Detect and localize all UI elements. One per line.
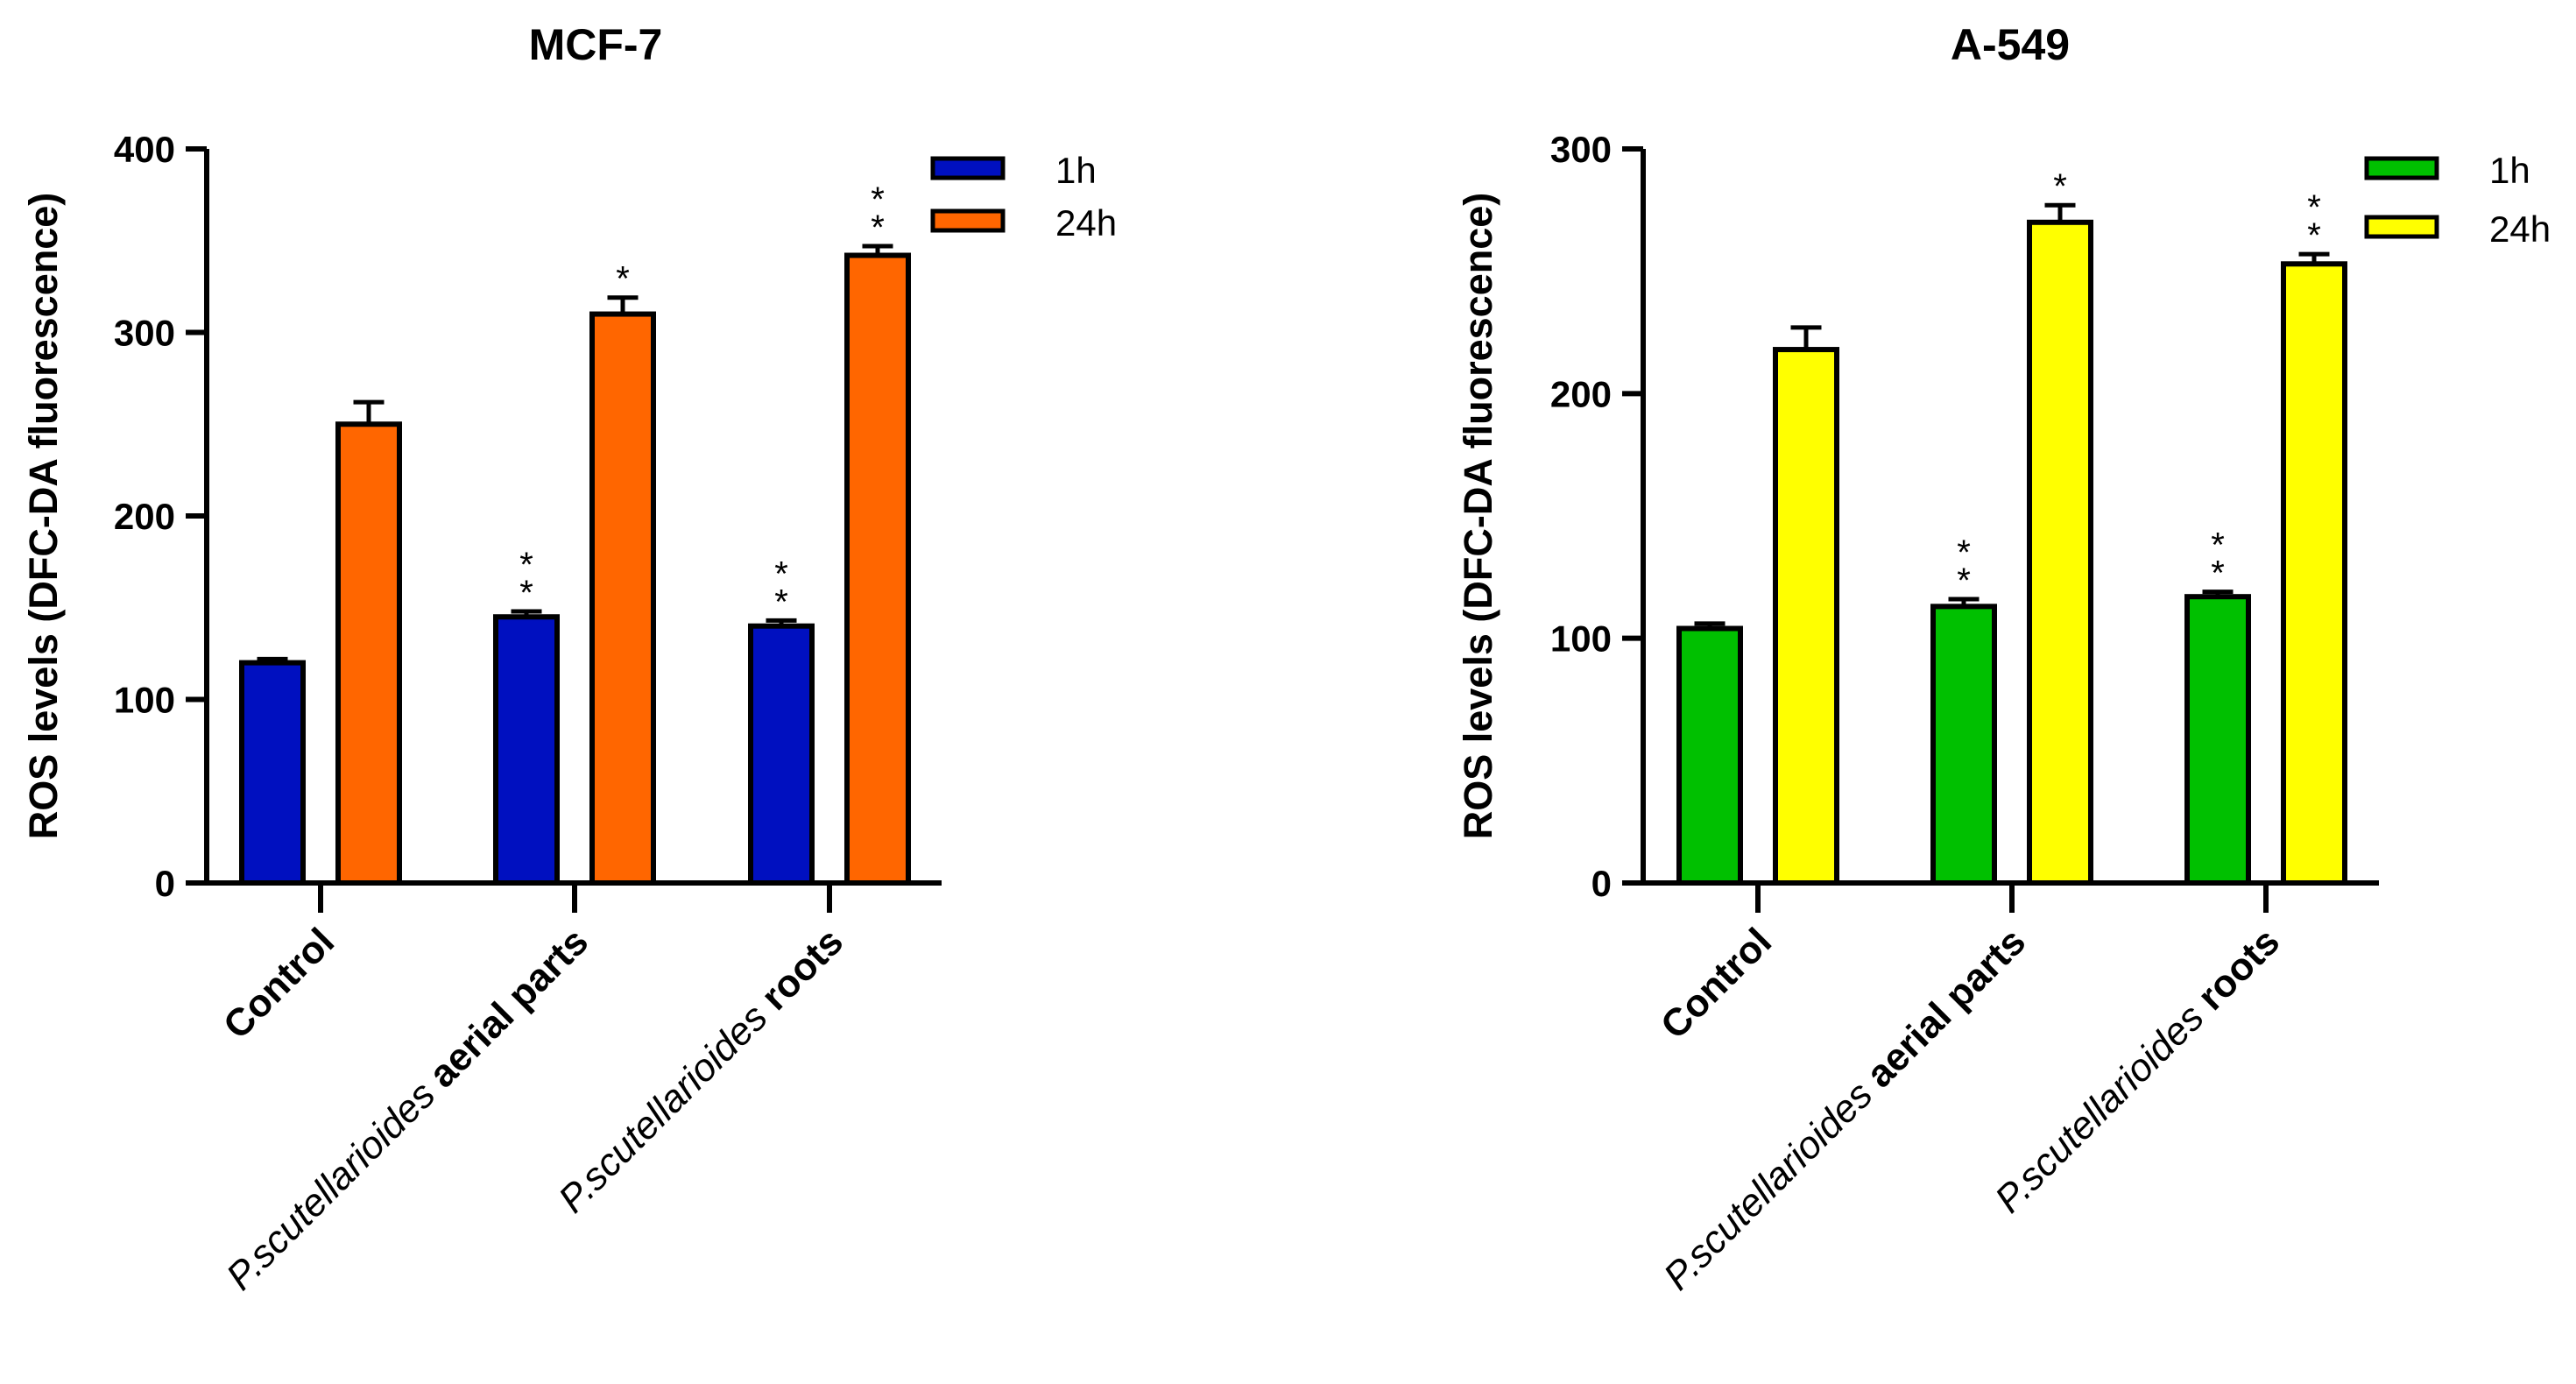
bar (1676, 625, 1743, 886)
legend-swatch (930, 156, 1006, 180)
significance-label: * (616, 260, 630, 299)
y-tick-label: 200 (114, 496, 175, 537)
significance-label: * * (774, 554, 788, 621)
category-label-bold: roots (753, 920, 851, 1018)
legend-swatch (930, 208, 1006, 233)
legend-swatch (2364, 156, 2439, 180)
y-axis-label: ROS levels (DFC-DA fluorescence) (1456, 193, 1500, 840)
significance-label: * * (519, 546, 533, 612)
significance-label: * * (871, 180, 885, 247)
bar (335, 421, 402, 886)
significance-star: * (2211, 526, 2225, 565)
bar (589, 311, 656, 886)
category-label-bold: aerial parts (420, 920, 596, 1096)
bar (2027, 219, 2093, 886)
chart-title: A-549 (1951, 20, 2070, 69)
category-label: P.scutellarioides roots (1987, 920, 2288, 1221)
category-label-prefix: P.scutellarioides (1655, 1065, 1888, 1298)
category-label-bold: aerial parts (1858, 920, 2034, 1096)
chart-title: MCF-7 (529, 20, 663, 69)
significance-star: * (2307, 188, 2321, 227)
bar (844, 252, 911, 886)
significance-label: * (2053, 167, 2067, 206)
significance-star: * (1957, 561, 1971, 600)
chart-mcf7: MCF-7 ROS levels (DFC-DA fluorescence) 0 10… (21, 20, 1117, 1298)
category-label-prefix: P.scutellarioides (1987, 988, 2220, 1221)
significance-star: * (2211, 554, 2225, 593)
bar (239, 660, 306, 886)
y-tick-label: 100 (114, 680, 175, 721)
y-tick-label: 400 (114, 129, 175, 170)
significance-label: * * (2211, 526, 2225, 593)
category-label-prefix: P.scutellarioides (550, 988, 783, 1221)
legend-label: 24h (2489, 208, 2551, 250)
legend-label: 24h (1055, 202, 1117, 244)
category-label-bold: Control (1653, 920, 1780, 1047)
bar (748, 623, 815, 886)
legend-label: 1h (1055, 150, 1097, 191)
legend-label: 1h (2489, 150, 2530, 191)
significance-star: * (871, 180, 885, 219)
y-tick-label: 200 (1550, 373, 1612, 414)
category-label-bold: roots (2190, 920, 2288, 1018)
significance-star: * (519, 546, 533, 584)
significance-star: * (774, 583, 788, 621)
bar (1930, 604, 1997, 886)
category-label: Control (215, 920, 342, 1047)
y-tick-label: 0 (1591, 863, 1612, 904)
category-label: P.scutellarioides roots (550, 920, 851, 1221)
y-axis-label: ROS levels (DFC-DA fluorescence) (21, 193, 66, 840)
category-label-bold: Control (215, 920, 342, 1047)
significance-star: * (519, 574, 533, 612)
significance-label: * * (2307, 188, 2321, 255)
y-tick-label: 0 (155, 863, 175, 904)
bar (2184, 594, 2251, 886)
y-tick-label: 100 (1550, 618, 1612, 660)
category-label-prefix: P.scutellarioides (218, 1065, 451, 1298)
significance-label: * * (1957, 533, 1971, 600)
significance-star: * (774, 554, 788, 593)
significance-star: * (871, 208, 885, 247)
bar (2281, 261, 2347, 886)
y-tick-label: 300 (114, 313, 175, 354)
category-label: Control (1653, 920, 1780, 1047)
significance-star: * (2307, 216, 2321, 255)
bar (493, 614, 560, 886)
significance-star: * (1957, 533, 1971, 572)
chart-a549: A-549 ROS levels (DFC-DA fluorescence) 0 10… (1456, 20, 2551, 1298)
bar (1773, 347, 1839, 886)
legend-swatch (2364, 215, 2439, 239)
y-tick-label: 300 (1550, 129, 1612, 170)
